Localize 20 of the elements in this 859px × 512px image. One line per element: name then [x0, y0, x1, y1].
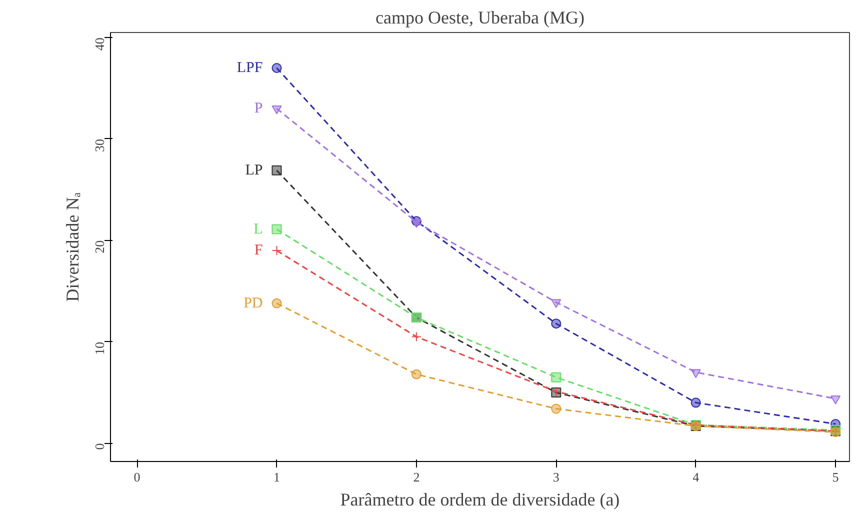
y-axis-title: Diversidade Nₐ: [62, 192, 82, 302]
x-axis-title: Parâmetro de ordem de diversidade (a): [340, 490, 620, 510]
y-tick-label: 10: [92, 342, 107, 355]
series-label: LP: [245, 162, 263, 178]
series-label: PD: [244, 295, 263, 312]
x-tick-label: 2: [413, 470, 420, 484]
x-tick-label: 1: [273, 470, 280, 484]
y-tick-label: 20: [92, 240, 107, 254]
series-label: F: [254, 242, 263, 259]
x-tick-label: 3: [552, 470, 560, 484]
x-tick-label: 4: [692, 470, 700, 484]
series-label: LPF: [236, 60, 263, 76]
series-label: L: [254, 221, 263, 238]
y-tick-label: 40: [92, 38, 107, 51]
x-tick-label: 5: [832, 470, 839, 484]
series-label: P: [254, 100, 263, 117]
y-tick-label: 30: [92, 138, 107, 152]
y-tick-label: 0: [92, 443, 107, 450]
chart-title: campo Oeste, Uberaba (MG): [376, 8, 584, 28]
x-tick-label: 0: [134, 470, 140, 484]
